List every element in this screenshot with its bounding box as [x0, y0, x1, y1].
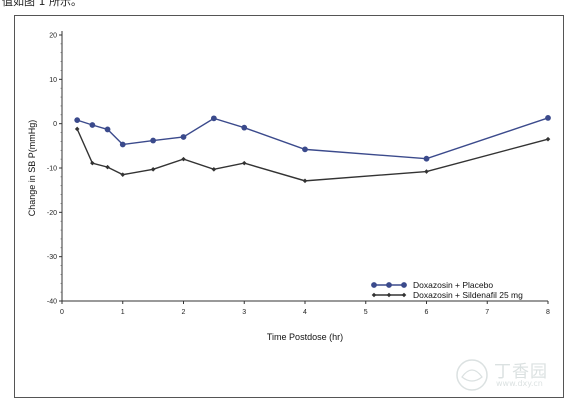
data-point [241, 160, 247, 166]
data-point [181, 156, 186, 162]
watermark-logo-icon [456, 359, 488, 391]
legend-marker [401, 282, 407, 288]
x-tick-label: 3 [242, 309, 246, 316]
caption-fragment: 值如图 1 所示。 [2, 0, 82, 8]
legend-entry: Doxazosin + Sildenafil 25 mg [371, 290, 523, 300]
series-1 [74, 115, 551, 162]
data-point [302, 146, 308, 153]
x-tick-label: 6 [425, 309, 429, 316]
y-tick-label: 0 [53, 121, 57, 128]
legend-entry: Doxazosin + Placebo [371, 280, 493, 290]
data-point [150, 167, 156, 172]
data-point [74, 126, 80, 132]
data-point [302, 178, 308, 184]
y-tick-label: 20 [49, 33, 57, 40]
x-tick-label: 2 [182, 309, 186, 316]
x-axis-title: Time Postdose (hr) [267, 332, 343, 342]
y-tick-label: -10 [47, 166, 57, 173]
x-tick-label: 5 [364, 309, 368, 316]
legend-marker [371, 282, 377, 288]
x-tick-label: 0 [60, 309, 64, 316]
data-point [211, 167, 217, 172]
x-tick-label: 1 [121, 309, 125, 316]
series-line [76, 117, 549, 160]
data-point [104, 126, 111, 133]
chart-frame [14, 15, 564, 398]
data-point [120, 172, 126, 177]
data-point [545, 115, 551, 121]
series-2 [74, 126, 551, 184]
data-point [119, 141, 126, 148]
y-tick-label: -20 [47, 210, 57, 217]
watermark-text: 丁香园 [494, 362, 548, 382]
x-tick-label: 4 [303, 309, 307, 316]
data-point [89, 122, 96, 128]
series-layer [74, 115, 551, 184]
data-point [423, 155, 430, 162]
data-point [150, 137, 157, 144]
y-axis-title: Change in SB P(mmHg) [27, 120, 37, 217]
data-point [241, 124, 248, 131]
watermark-url: www.dxy.cn [496, 379, 543, 388]
legend-marker [371, 292, 377, 298]
legend-label: Doxazosin + Placebo [413, 280, 493, 290]
legend-marker [401, 292, 407, 298]
y-tick-label: -40 [47, 299, 57, 306]
data-point [210, 115, 217, 122]
x-tick-label: 7 [485, 309, 489, 316]
data-point [90, 160, 95, 166]
series-line [76, 128, 549, 182]
data-point [424, 169, 429, 174]
legend-marker [386, 292, 392, 298]
data-point [105, 164, 110, 170]
y-tick-label: 10 [49, 77, 57, 84]
x-tick-label: 8 [546, 309, 550, 316]
legend-marker [386, 282, 392, 288]
data-point [180, 134, 187, 140]
data-point [545, 136, 551, 142]
data-point [74, 117, 81, 124]
legend-label: Doxazosin + Sildenafil 25 mg [413, 290, 523, 300]
watermark: 丁香园 www.dxy.cn [452, 355, 567, 397]
y-tick-label: -30 [47, 254, 57, 261]
